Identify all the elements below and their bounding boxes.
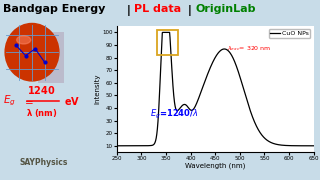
Text: $=$: $=$ [22,96,34,106]
Text: $\lambda_{exc}$= 320 nm: $\lambda_{exc}$= 320 nm [227,44,271,53]
Text: $\mathbf{1240}$: $\mathbf{1240}$ [27,84,56,96]
Text: $E_g$=1240/$\lambda$: $E_g$=1240/$\lambda$ [150,108,199,121]
Text: SAYPhysics: SAYPhysics [19,158,68,167]
Ellipse shape [17,36,31,44]
Text: |: | [184,4,192,15]
Legend: CuO NPs: CuO NPs [268,29,310,38]
Text: OriginLab: OriginLab [195,4,256,15]
Text: $\mathbf{\lambda\ (nm)}$: $\mathbf{\lambda\ (nm)}$ [26,107,57,119]
Text: PL data: PL data [134,4,181,15]
X-axis label: Wavelength (nm): Wavelength (nm) [185,163,245,169]
Bar [157,30,178,55]
FancyBboxPatch shape [38,32,64,83]
Circle shape [5,23,59,81]
Y-axis label: Intensity: Intensity [95,74,101,104]
Text: $E_g$: $E_g$ [3,94,16,108]
Text: Bandgap Energy: Bandgap Energy [3,4,106,15]
Text: $\mathbf{eV}$: $\mathbf{eV}$ [64,95,80,107]
Text: |: | [123,4,135,15]
